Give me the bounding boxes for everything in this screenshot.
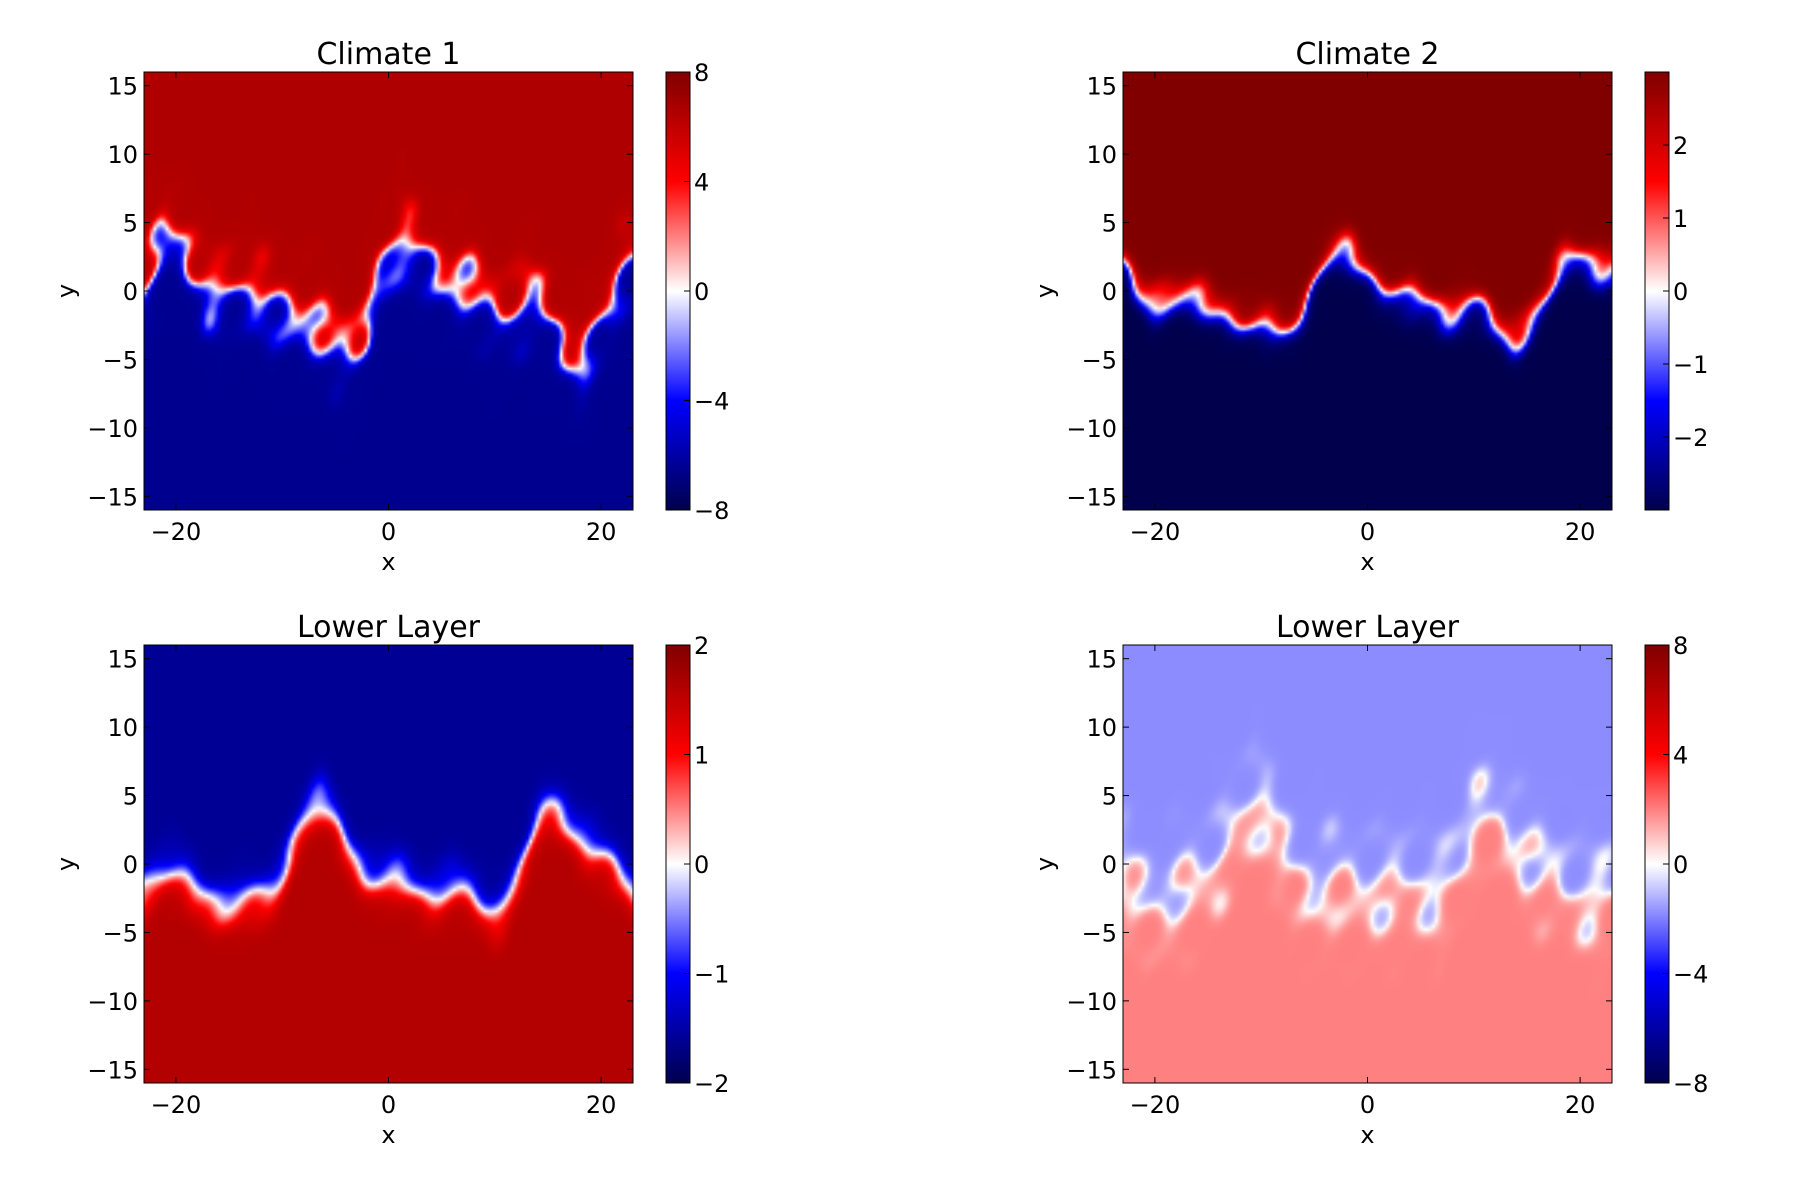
x-tick-label: −20	[151, 518, 202, 546]
y-tick-label: −15	[87, 483, 138, 511]
y-tick-label: −10	[87, 415, 138, 443]
chart-title: Lower Layer	[297, 610, 481, 645]
x-tick-label: 0	[381, 518, 396, 546]
x-axis-label: x	[1360, 1121, 1374, 1149]
y-tick-label: 15	[107, 73, 138, 101]
y-tick-label: −15	[87, 1056, 138, 1084]
colorbar-tick-label: −1	[694, 961, 729, 989]
colorbar-tick-label: 0	[694, 851, 709, 879]
colorbar-tick-label: 4	[1673, 742, 1688, 770]
y-tick-label: −15	[1066, 483, 1117, 511]
y-tick-label: 0	[1102, 278, 1117, 306]
heatmap-image	[1123, 72, 1612, 510]
colorbar-tick-label: −4	[694, 388, 729, 416]
x-tick-label: 0	[1360, 518, 1375, 546]
y-tick-label: −10	[87, 988, 138, 1016]
y-tick-label: −15	[1066, 1056, 1117, 1084]
x-tick-label: −20	[1130, 1091, 1181, 1119]
chart-title: Climate 1	[316, 37, 460, 72]
x-tick-label: 20	[586, 1091, 617, 1119]
chart-title: Climate 2	[1295, 37, 1439, 72]
x-axis-label: x	[1360, 548, 1374, 576]
y-axis-label: y	[52, 284, 80, 298]
y-axis-label: y	[1031, 857, 1059, 871]
heatmap-image	[1123, 645, 1612, 1083]
x-tick-label: 20	[1565, 518, 1596, 546]
chart-title: Lower Layer	[1276, 610, 1460, 645]
y-axis-label: y	[52, 857, 80, 871]
y-tick-label: 0	[1102, 851, 1117, 879]
y-tick-label: −5	[103, 346, 138, 374]
heatmap-image	[144, 72, 633, 510]
colorbar-tick-label: −8	[1673, 1070, 1708, 1098]
y-tick-label: 10	[1086, 141, 1117, 169]
colorbar-tick-label: 8	[694, 59, 709, 87]
y-tick-label: −10	[1066, 415, 1117, 443]
y-tick-label: 5	[1102, 210, 1117, 238]
y-tick-label: 0	[123, 851, 138, 879]
chart-panel-4: Lower Layer −20 0 20 −15 −10 −5 0 5 10 15 x y −8 −4 0 4 8	[1031, 610, 1708, 1149]
colorbar-tick-label: 2	[694, 632, 709, 660]
heatmap-image	[144, 645, 633, 1083]
colorbar-tick-label: −2	[694, 1070, 729, 1098]
y-tick-label: −5	[103, 919, 138, 947]
y-tick-label: 15	[1086, 73, 1117, 101]
colorbar-tick-label: 4	[694, 169, 709, 197]
y-tick-label: 5	[123, 210, 138, 238]
y-tick-label: −5	[1082, 346, 1117, 374]
colorbar-tick-label: 0	[1673, 278, 1688, 306]
y-tick-label: 10	[107, 141, 138, 169]
x-axis-label: x	[381, 1121, 395, 1149]
y-tick-label: −10	[1066, 988, 1117, 1016]
y-tick-label: 10	[107, 714, 138, 742]
x-tick-label: 20	[586, 518, 617, 546]
colorbar-tick-label: 1	[1673, 205, 1688, 233]
x-tick-label: −20	[151, 1091, 202, 1119]
x-tick-label: 0	[1360, 1091, 1375, 1119]
y-tick-label: 15	[1086, 646, 1117, 674]
colorbar-tick-label: 0	[1673, 851, 1688, 879]
colorbar-tick-label: 1	[694, 742, 709, 770]
colorbar-tick-label: 2	[1673, 132, 1688, 160]
y-tick-label: 5	[1102, 783, 1117, 811]
colorbar-tick-label: 0	[694, 278, 709, 306]
x-tick-label: −20	[1130, 518, 1181, 546]
chart-panel-1: Climate 1 −20 0 20 −15 −10 −5 0 5 10 15 x y −8 −4 0 4 8	[52, 37, 729, 576]
colorbar-tick-label: −2	[1673, 424, 1708, 452]
y-tick-label: −5	[1082, 919, 1117, 947]
y-axis-label: y	[1031, 284, 1059, 298]
y-tick-label: 15	[107, 646, 138, 674]
x-axis-label: x	[381, 548, 395, 576]
colorbar-tick-label: −1	[1673, 351, 1708, 379]
y-tick-label: 10	[1086, 714, 1117, 742]
y-tick-label: 5	[123, 783, 138, 811]
x-tick-label: 20	[1565, 1091, 1596, 1119]
colorbar-tick-label: −8	[694, 497, 729, 525]
y-tick-label: 0	[123, 278, 138, 306]
x-tick-label: 0	[381, 1091, 396, 1119]
colorbar-tick-label: −4	[1673, 961, 1708, 989]
colorbar-tick-label: 8	[1673, 632, 1688, 660]
